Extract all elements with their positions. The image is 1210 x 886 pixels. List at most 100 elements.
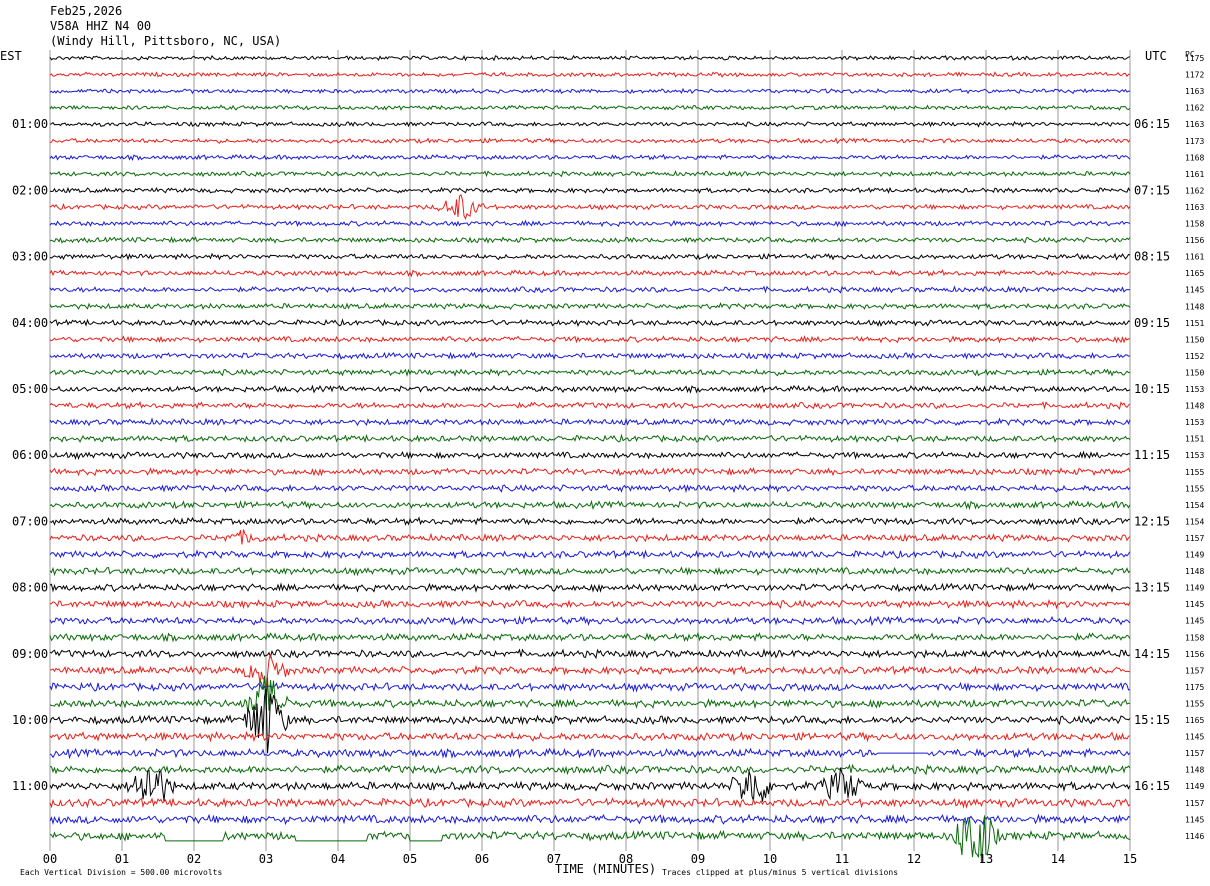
row-value-label: 1155 <box>1185 484 1204 493</box>
right-hour-label: 10:15 <box>1134 382 1170 396</box>
row-value-label: 1175 <box>1185 683 1204 692</box>
trace-row <box>49 675 1131 714</box>
left-hour-label: 11:00 <box>12 779 48 793</box>
left-hour-label: 04:00 <box>12 316 48 330</box>
trace-row <box>49 269 1131 278</box>
right-hour-label: 15:15 <box>1134 713 1170 727</box>
trace-row <box>49 71 1131 78</box>
trace-row <box>49 450 1131 461</box>
x-tick-label: 13 <box>979 852 993 866</box>
trace-row <box>49 813 1131 826</box>
trace-row <box>49 318 1131 328</box>
right-hour-label: 09:15 <box>1134 316 1170 330</box>
right-timezone-label: UTC <box>1145 49 1167 63</box>
x-tick-label: 03 <box>259 852 273 866</box>
row-value-label: 1157 <box>1185 666 1204 675</box>
trace-row <box>50 598 1131 610</box>
row-value-label: 1155 <box>1185 699 1204 708</box>
row-value-label: 1163 <box>1185 120 1204 129</box>
trace-row <box>49 582 1131 593</box>
right-hour-label: 08:15 <box>1134 250 1170 264</box>
chart-labels: 00 01 02 03 04 05 06 07 08 09 10 11 12 13 14 15 01:00 02:… <box>12 54 1204 866</box>
row-value-label: 1149 <box>1185 782 1204 791</box>
right-hour-label: 06:15 <box>1134 117 1170 131</box>
x-tick-label: 12 <box>907 852 921 866</box>
trace-row <box>49 815 1131 863</box>
x-tick-label: 08 <box>619 852 633 866</box>
trace-row <box>49 615 1131 627</box>
row-value-label: 1145 <box>1185 286 1204 295</box>
x-tick-label: 05 <box>403 852 417 866</box>
x-tick-label: 15 <box>1123 852 1137 866</box>
trace-row <box>49 767 1131 802</box>
left-hour-label: 08:00 <box>12 581 48 595</box>
row-value-label: 1150 <box>1185 335 1204 344</box>
trace-row <box>49 499 1131 511</box>
row-value-label: 1148 <box>1185 302 1204 311</box>
header-date: Feb25,2026 <box>50 4 122 18</box>
right-hour-label: 16:15 <box>1134 779 1170 793</box>
trace-row <box>49 384 1131 394</box>
row-value-label: 1148 <box>1185 567 1204 576</box>
x-tick-label: 04 <box>331 852 345 866</box>
right-hour-label: 07:15 <box>1134 183 1170 197</box>
row-value-label: 1150 <box>1185 368 1204 377</box>
row-value-label: 1153 <box>1185 418 1204 427</box>
row-value-label: 1148 <box>1185 402 1204 411</box>
row-value-label: 1148 <box>1185 766 1204 775</box>
trace-row <box>49 120 1131 128</box>
trace-row <box>49 252 1131 261</box>
x-tick-label: 00 <box>43 852 57 866</box>
trace-row <box>49 368 1131 377</box>
row-value-label: 1158 <box>1185 220 1204 229</box>
left-hour-label: 09:00 <box>12 647 48 661</box>
row-value-label: 1154 <box>1185 517 1204 526</box>
x-axis-label: TIME (MINUTES) <box>555 862 656 876</box>
minute-gridlines <box>49 50 1131 851</box>
row-value-label: 1146 <box>1185 832 1204 841</box>
trace-row <box>49 351 1131 361</box>
row-value-label: 1145 <box>1185 733 1204 742</box>
trace-row <box>49 688 1131 754</box>
left-hour-label: 06:00 <box>12 448 48 462</box>
row-value-label: 1153 <box>1185 451 1204 460</box>
trace-row <box>49 483 1131 494</box>
x-tick-label: 09 <box>691 852 705 866</box>
row-value-label: 1172 <box>1185 71 1204 80</box>
row-value-label: 1151 <box>1185 435 1204 444</box>
row-value-label: 1154 <box>1185 501 1204 510</box>
x-tick-label: 06 <box>475 852 489 866</box>
seismic-traces <box>49 54 1131 863</box>
trace-row <box>49 730 1131 743</box>
trace-row <box>49 797 1131 809</box>
x-tick-label: 01 <box>115 852 129 866</box>
left-hour-label: 02:00 <box>12 183 48 197</box>
left-hour-label: 01:00 <box>12 117 48 131</box>
trace-row <box>49 747 1131 760</box>
trace-row <box>49 104 1131 111</box>
trace-row <box>49 566 1131 577</box>
row-value-label: 1161 <box>1185 170 1204 179</box>
row-value-label: 1145 <box>1185 815 1204 824</box>
trace-row <box>49 54 1131 62</box>
division-note: Each Vertical Division = 500.00 microvol… <box>20 868 222 877</box>
header-location: (Windy Hill, Pittsboro, NC, USA) <box>50 34 281 48</box>
row-value-label: 1162 <box>1185 104 1204 113</box>
trace-row <box>49 186 1131 194</box>
clip-note: Traces clipped at plus/minus 5 vertical … <box>662 868 898 877</box>
x-tick-label: 14 <box>1051 852 1065 866</box>
row-value-label: 1157 <box>1185 749 1204 758</box>
trace-row <box>49 334 1130 344</box>
trace-row <box>49 400 1131 410</box>
trace-row <box>49 87 1131 95</box>
right-hour-label: 14:15 <box>1134 647 1170 661</box>
row-value-label: 1157 <box>1185 534 1204 543</box>
trace-row <box>49 631 1131 643</box>
trace-row <box>49 681 1131 693</box>
left-hour-label: 05:00 <box>12 382 48 396</box>
row-value-label: 1173 <box>1185 137 1204 146</box>
trace-row <box>49 302 1131 311</box>
right-hour-label: 12:15 <box>1134 514 1170 528</box>
row-value-label: 1145 <box>1185 617 1204 626</box>
trace-row <box>49 529 1131 545</box>
